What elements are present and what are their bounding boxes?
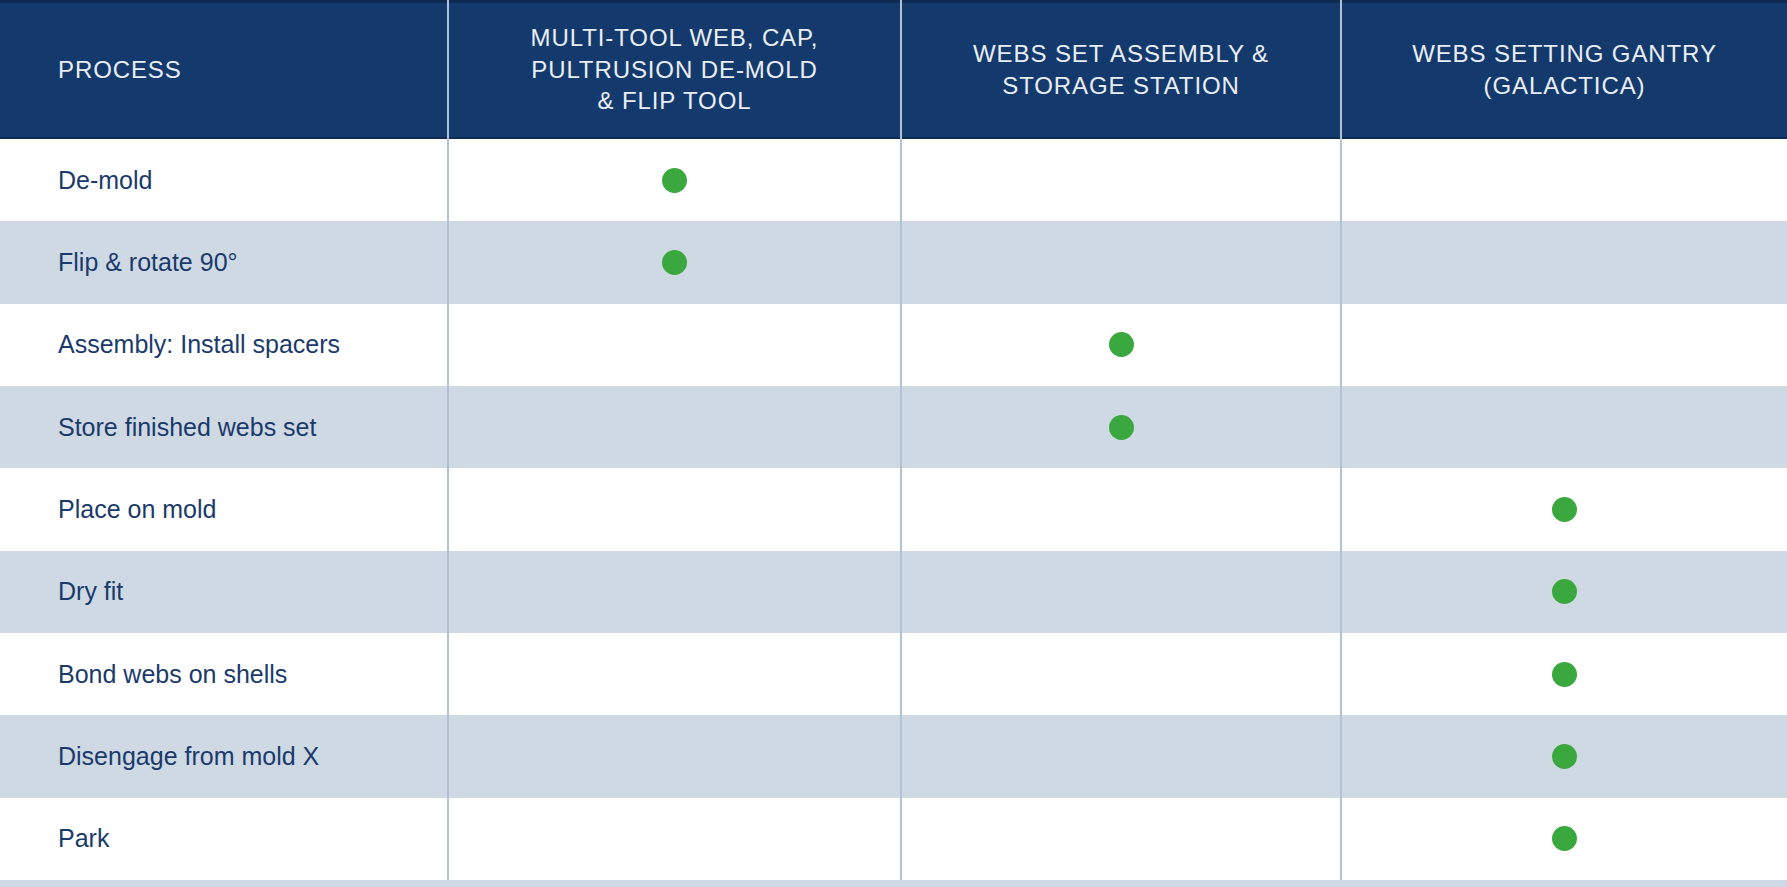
- station-cell-webs-set-assembly: [900, 221, 1340, 303]
- column-header-multi-tool: MULTI-TOOL WEB, CAP, PULTRUSION DE-MOLD …: [447, 0, 900, 139]
- assignment-dot: [662, 250, 687, 275]
- station-cell-webs-setting-gantry: [1340, 468, 1787, 550]
- station-cell-multi-tool: [447, 551, 900, 633]
- station-cell-webs-setting-gantry: [1340, 139, 1787, 221]
- assignment-dot: [1552, 826, 1577, 851]
- process-label: Park: [0, 798, 447, 880]
- assignment-dot: [1109, 332, 1134, 357]
- table-row: Assembly: Install spacers: [0, 304, 1787, 386]
- station-cell-multi-tool: [447, 798, 900, 880]
- station-cell-webs-set-assembly: [900, 551, 1340, 633]
- station-cell-webs-setting-gantry: [1340, 715, 1787, 797]
- station-cell-webs-set-assembly: [900, 139, 1340, 221]
- table-row: Park: [0, 798, 1787, 880]
- station-cell-multi-tool: [447, 715, 900, 797]
- process-label: Dry fit: [0, 551, 447, 633]
- station-cell-multi-tool: [447, 139, 900, 221]
- assignment-dot: [1109, 415, 1134, 440]
- assignment-dot: [662, 168, 687, 193]
- station-cell-webs-setting-gantry: [1340, 551, 1787, 633]
- station-cell-webs-setting-gantry: [1340, 386, 1787, 468]
- station-cell-webs-setting-gantry: [1340, 221, 1787, 303]
- process-label: Bond webs on shells: [0, 633, 447, 715]
- table-row: Dry fit: [0, 551, 1787, 633]
- station-cell-multi-tool: [447, 221, 900, 303]
- station-cell-webs-setting-gantry: [1340, 798, 1787, 880]
- station-cell-webs-set-assembly: [900, 386, 1340, 468]
- assignment-dot: [1552, 744, 1577, 769]
- station-cell-multi-tool: [447, 386, 900, 468]
- process-allocation-table: PROCESS MULTI-TOOL WEB, CAP, PULTRUSION …: [0, 0, 1787, 887]
- column-header-webs-set-assembly: WEBS SET ASSEMBLY & STORAGE STATION: [900, 0, 1340, 139]
- assignment-dot: [1552, 497, 1577, 522]
- process-label: Disengage from mold X: [0, 715, 447, 797]
- station-cell-webs-setting-gantry: [1340, 304, 1787, 386]
- table-row: Bond webs on shells: [0, 633, 1787, 715]
- station-cell-webs-set-assembly: [900, 468, 1340, 550]
- process-label: Place on mold: [0, 468, 447, 550]
- column-header-webs-setting-gantry: WEBS SETTING GANTRY (GALACTICA): [1340, 0, 1787, 139]
- table-row: Flip & rotate 90°: [0, 221, 1787, 303]
- station-cell-multi-tool: [447, 633, 900, 715]
- station-cell-multi-tool: [447, 468, 900, 550]
- assignment-dot: [1552, 579, 1577, 604]
- process-label: Flip & rotate 90°: [0, 221, 447, 303]
- table-row: Disengage from mold X: [0, 715, 1787, 797]
- table-row: Place on mold: [0, 468, 1787, 550]
- station-cell-webs-set-assembly: [900, 715, 1340, 797]
- station-cell-webs-set-assembly: [900, 304, 1340, 386]
- bottom-strip: [0, 880, 1787, 887]
- table-row: De-mold: [0, 139, 1787, 221]
- station-cell-webs-set-assembly: [900, 798, 1340, 880]
- assignment-dot: [1552, 662, 1577, 687]
- table-row: Store finished webs set: [0, 386, 1787, 468]
- station-cell-multi-tool: [447, 304, 900, 386]
- table-body: De-mold Flip & rotate 90° Assembly: Inst…: [0, 139, 1787, 880]
- process-label: Assembly: Install spacers: [0, 304, 447, 386]
- table-header-row: PROCESS MULTI-TOOL WEB, CAP, PULTRUSION …: [0, 0, 1787, 139]
- station-cell-webs-setting-gantry: [1340, 633, 1787, 715]
- column-header-process: PROCESS: [0, 0, 447, 139]
- process-label: Store finished webs set: [0, 386, 447, 468]
- process-label: De-mold: [0, 139, 447, 221]
- station-cell-webs-set-assembly: [900, 633, 1340, 715]
